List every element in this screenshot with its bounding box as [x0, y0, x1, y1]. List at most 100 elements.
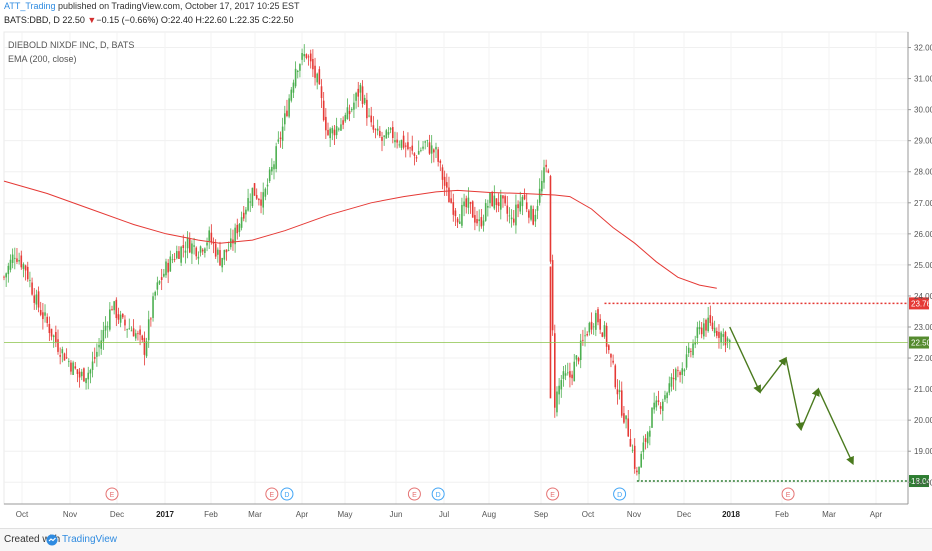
candle-body [193, 245, 195, 247]
candle-body [106, 326, 109, 328]
candle-body [713, 327, 716, 333]
candle-body [629, 438, 632, 447]
price-tag-label: 22.50 [911, 339, 932, 348]
candle-body [249, 201, 252, 203]
candle-body [528, 210, 530, 218]
candle-body [188, 239, 191, 253]
candle-body [78, 371, 81, 378]
candle-body [381, 136, 383, 141]
candle-body [523, 194, 526, 200]
price-tag-bg [909, 297, 929, 310]
candle-body [124, 319, 126, 326]
candle-body [620, 390, 623, 416]
candle-body [119, 314, 122, 323]
price-chart[interactable]: 23.76 22.50 18.04 E E D E D E D E 32.00 31.00 30.00… [0, 28, 932, 526]
candle-body [357, 88, 360, 97]
candle-body [625, 415, 627, 420]
candle-body [463, 201, 465, 207]
candle-body [117, 314, 120, 320]
candle-body [644, 438, 647, 442]
x-tick-label: Dec [677, 510, 691, 519]
candle-body [210, 232, 213, 242]
candle-body [16, 258, 18, 262]
candle-body [690, 351, 692, 352]
candle-body [141, 335, 144, 340]
candle-body [44, 312, 46, 316]
candle-body [424, 141, 426, 143]
candle-body [694, 342, 696, 345]
candle-body [199, 246, 202, 253]
y-tick-label: 18.00 [914, 478, 932, 487]
candle-body [672, 377, 675, 380]
candle-body [5, 273, 7, 278]
y-tick-label: 32.00 [914, 44, 932, 53]
candle-body [115, 299, 118, 319]
footer: Created with TradingView [0, 528, 932, 551]
candle-body [59, 355, 61, 357]
candle-body [696, 327, 699, 338]
candle-body [137, 333, 139, 335]
candle-body [579, 340, 582, 360]
candle-body [400, 139, 403, 148]
candle-body [33, 295, 36, 303]
candle-body [335, 126, 338, 136]
candle-body [201, 249, 204, 252]
candle-body [346, 107, 349, 119]
candle-body [327, 129, 329, 135]
earnings-icon [105, 487, 119, 501]
candle-body [234, 227, 236, 245]
candle-body [158, 281, 161, 284]
event-label: E [412, 492, 417, 499]
tradingview-brand[interactable]: TradingView [62, 534, 118, 545]
candle-body [718, 331, 720, 338]
candle-body [262, 192, 264, 208]
candle-body [614, 365, 617, 388]
candle-body [571, 374, 573, 379]
y-tick-label: 23.00 [914, 323, 932, 332]
y-axis[interactable]: 32.00 31.00 30.00 29.00 28.00 27.00 26.00 25.00… [907, 32, 932, 504]
candle-body [85, 378, 87, 384]
candle-body [728, 340, 731, 342]
candle-body [325, 116, 327, 131]
candle-body [258, 198, 260, 201]
event-label: E [270, 492, 275, 499]
candle-body [461, 205, 463, 226]
candle-body [389, 128, 392, 130]
candle-body [545, 164, 547, 167]
candle-body [428, 142, 431, 154]
down-arrow-icon: ▼ [87, 15, 97, 25]
ema-line [3, 180, 717, 289]
candle-body [322, 100, 325, 121]
ohlc-values: O:22.40 H:22.60 L:22.35 C:22.50 [160, 15, 294, 25]
x-axis[interactable]: Oct Nov Dec 2017 Feb Mar Apr May Jun Jul Aug Sep Oct… [4, 503, 908, 519]
candle-body [331, 127, 334, 134]
candle-body [668, 383, 671, 393]
candle-body [446, 182, 448, 188]
candle-body [480, 217, 483, 227]
candle-body [186, 237, 189, 249]
dividend-icon [613, 487, 627, 501]
candle-body [290, 89, 293, 101]
candle-body [70, 362, 72, 372]
candle-body [420, 150, 422, 151]
dividend-icon [431, 487, 445, 501]
candle-body [677, 370, 679, 372]
candle-body [301, 52, 303, 60]
candle-body [532, 208, 534, 225]
candle-body [430, 145, 433, 154]
x-tick-label: Apr [296, 510, 309, 519]
candle-body [37, 291, 40, 308]
candle-body [703, 323, 705, 337]
candle-body [679, 372, 681, 376]
candle-body [134, 333, 137, 339]
candle-body [541, 181, 543, 192]
projection-arrows[interactable] [729, 326, 854, 466]
candle-body [361, 86, 364, 104]
candle-body [55, 332, 57, 343]
author-link[interactable]: ATT_Trading [4, 1, 56, 11]
candle-body [76, 369, 79, 374]
candle-body [204, 248, 206, 254]
candle-body [96, 351, 98, 357]
candle-body [560, 380, 563, 390]
candle-body [592, 326, 595, 328]
